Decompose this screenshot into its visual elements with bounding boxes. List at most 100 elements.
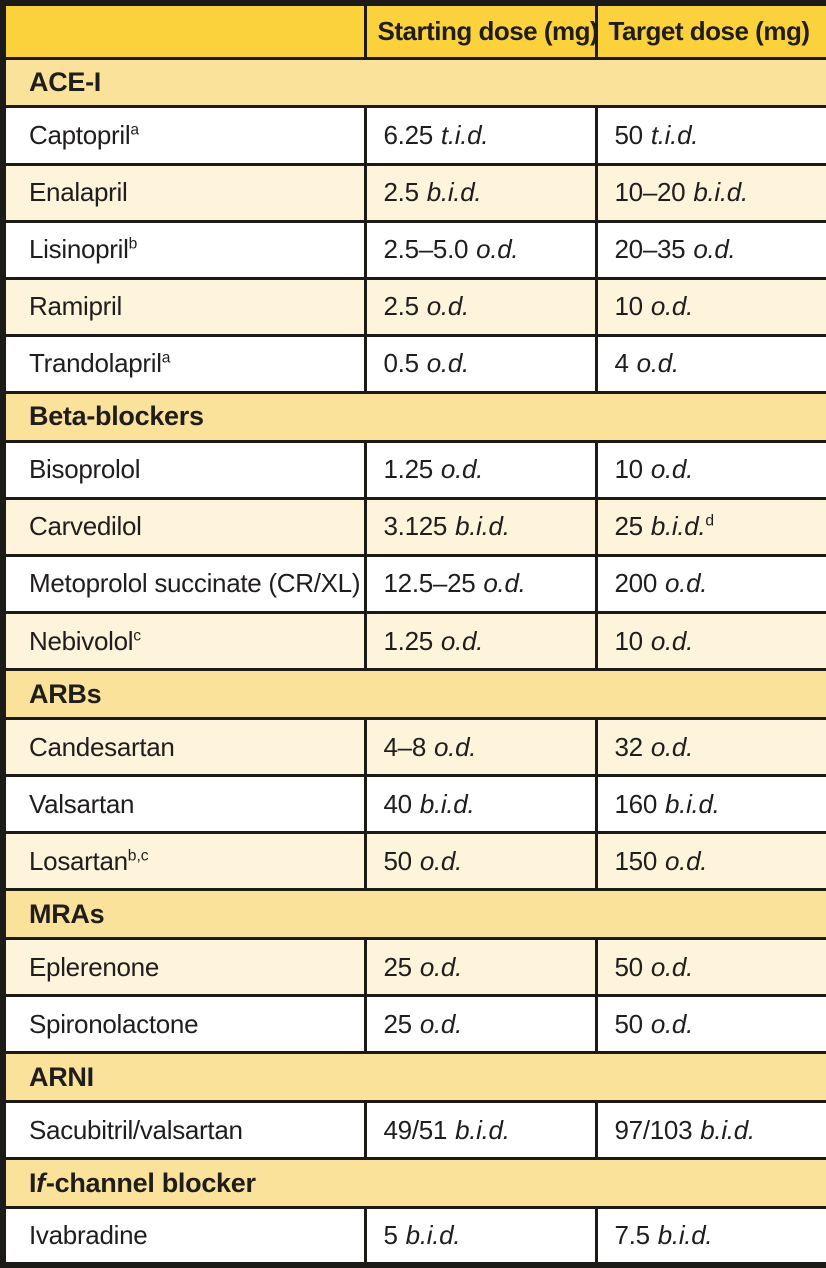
section-label: MRAs	[1, 888, 826, 941]
target-dose-cell: 200 o.d.	[594, 553, 826, 614]
section-row: ACE-I	[1, 56, 826, 109]
drug-cell: Enalapril	[1, 162, 367, 223]
table-row: Valsartan 40 b.i.d. 160 b.i.d.	[1, 774, 826, 835]
target-dose-cell: 97/103 b.i.d.	[594, 1100, 826, 1161]
drug-cell: Ivabradine	[1, 1206, 367, 1267]
dose-value: 20–35	[614, 234, 686, 265]
dose-frequency: b.i.d.	[419, 788, 475, 819]
start-dose-cell: 2.5 b.i.d.	[363, 162, 598, 223]
dose-value: 1.25	[383, 454, 434, 485]
header-cell-drug	[1, 1, 367, 60]
drug-name: Losartan	[29, 845, 128, 876]
dose-value: 25	[383, 1008, 413, 1039]
dose-frequency: b.i.d.	[664, 788, 720, 819]
section-row: ARNI	[1, 1051, 826, 1104]
dose-frequency: b.i.d.	[650, 511, 706, 542]
header-cell-starting-dose: Starting dose (mg)	[363, 1, 598, 60]
start-dose-cell: 3.125 b.i.d.	[363, 496, 598, 557]
dose-value: 5	[383, 1220, 398, 1251]
table-row: Bisoprolol 1.25 o.d. 10 o.d.	[1, 439, 826, 500]
table-row: Trandolaprila 0.5 o.d. 4 o.d.	[1, 333, 826, 394]
target-dose-cell: 10 o.d.	[594, 439, 826, 500]
dose-frequency: b.i.d.	[426, 177, 482, 208]
dose-value: 50	[614, 1008, 644, 1039]
dose-frequency: o.d.	[426, 291, 469, 322]
table-row: Carvedilol 3.125 b.i.d. 25 b.i.d.d	[1, 496, 826, 557]
target-dose-cell: 4 o.d.	[594, 333, 826, 394]
dose-frequency: o.d.	[433, 731, 477, 762]
target-dose-cell: 160 b.i.d.	[594, 774, 826, 835]
drug-cell: Candesartan	[1, 716, 367, 778]
dose-frequency: b.i.d.	[693, 177, 748, 208]
table-row: Metoprolol succinate (CR/XL) 12.5–25 o.d. 2…	[1, 553, 826, 614]
drug-cell: Sacubitril/valsartan	[1, 1100, 367, 1161]
target-dose-cell: 25 b.i.d.d	[594, 496, 826, 557]
start-dose-cell: 25 o.d.	[363, 937, 598, 998]
start-dose-cell: 6.25 t.i.d.	[363, 105, 598, 166]
footnote-marker: c	[133, 626, 142, 644]
table-row: Spironolactone 25 o.d. 50 o.d.	[1, 994, 826, 1055]
drug-cell: Lisinoprilb	[1, 219, 367, 280]
drug-name: Metoprolol succinate (CR/XL)	[29, 568, 361, 599]
dose-frequency: o.d.	[650, 951, 693, 982]
drug-name: Ramipril	[29, 291, 122, 322]
footnote-marker: b	[128, 235, 138, 253]
dose-value: 10	[614, 454, 644, 485]
table-row: Nebivololc 1.25 o.d. 10 o.d.	[1, 610, 826, 672]
table-body: ACE-I Captoprila 6.25 t.i.d. 50 t.i.d. Enalapr…	[1, 56, 826, 1267]
dose-frequency: t.i.d.	[650, 119, 699, 150]
drug-cell: Carvedilol	[1, 496, 367, 557]
dose-value: 49/51	[383, 1114, 448, 1145]
dose-frequency: o.d.	[483, 568, 526, 599]
drug-name: Bisoprolol	[29, 454, 141, 485]
drug-name: Trandolapril	[29, 348, 162, 379]
drug-name: Eplerenone	[29, 951, 159, 982]
dose-value: 7.5	[614, 1220, 651, 1251]
table-row: Ramipril 2.5 o.d. 10 o.d.	[1, 276, 826, 337]
dose-frequency: o.d.	[650, 625, 693, 656]
drug-cell: Captoprila	[1, 105, 367, 166]
start-dose-cell: 49/51 b.i.d.	[363, 1100, 598, 1161]
table-row: Lisinoprilb 2.5–5.0 o.d. 20–35 o.d.	[1, 219, 826, 280]
dose-frequency: b.i.d.	[657, 1220, 713, 1251]
section-label-prefix: I	[29, 1167, 37, 1198]
target-dose-cell: 7.5 b.i.d.	[594, 1206, 826, 1267]
drug-name: Spironolactone	[29, 1008, 199, 1039]
dose-value: 10	[614, 291, 644, 322]
dose-value: 40	[383, 788, 413, 819]
drug-name: Valsartan	[29, 788, 135, 819]
drug-cell: Nebivololc	[1, 610, 367, 672]
footnote-marker: b,c	[127, 847, 149, 864]
dose-frequency: o.d.	[419, 845, 462, 876]
target-dose-cell: 50 t.i.d.	[594, 105, 826, 166]
dose-value: 6.25	[383, 119, 434, 150]
drug-cell: Valsartan	[1, 774, 367, 835]
dose-frequency: o.d.	[419, 1008, 462, 1039]
drug-name: Nebivolol	[29, 625, 134, 656]
section-label: ARNI	[1, 1051, 826, 1104]
dose-frequency: o.d.	[440, 625, 484, 656]
dose-value: 50	[614, 119, 644, 150]
dose-frequency: o.d.	[664, 845, 708, 876]
dose-value: 0.5	[383, 348, 420, 379]
table-row: Losartanb,c 50 o.d. 150 o.d.	[1, 831, 826, 892]
drug-cell: Eplerenone	[1, 937, 367, 998]
drug-cell: Losartanb,c	[1, 831, 367, 892]
dose-frequency: o.d.	[650, 454, 693, 485]
target-dose-cell: 20–35 o.d.	[594, 219, 826, 280]
start-dose-cell: 0.5 o.d.	[363, 333, 598, 394]
drug-name: Carvedilol	[29, 511, 142, 542]
footnote-marker: a	[130, 121, 140, 139]
drug-name: Ivabradine	[29, 1220, 148, 1251]
dose-value: 3.125	[383, 511, 448, 542]
dose-frequency: o.d.	[426, 348, 469, 379]
dose-value: 25	[614, 511, 644, 542]
start-dose-cell: 50 o.d.	[363, 831, 598, 892]
start-dose-cell: 5 b.i.d.	[363, 1206, 598, 1267]
dose-frequency: o.d.	[650, 731, 693, 762]
drug-name: Captopril	[29, 119, 131, 150]
dose-frequency: t.i.d.	[440, 119, 489, 150]
target-dose-cell: 10–20 b.i.d.	[594, 162, 826, 223]
footnote-marker: d	[705, 512, 715, 530]
